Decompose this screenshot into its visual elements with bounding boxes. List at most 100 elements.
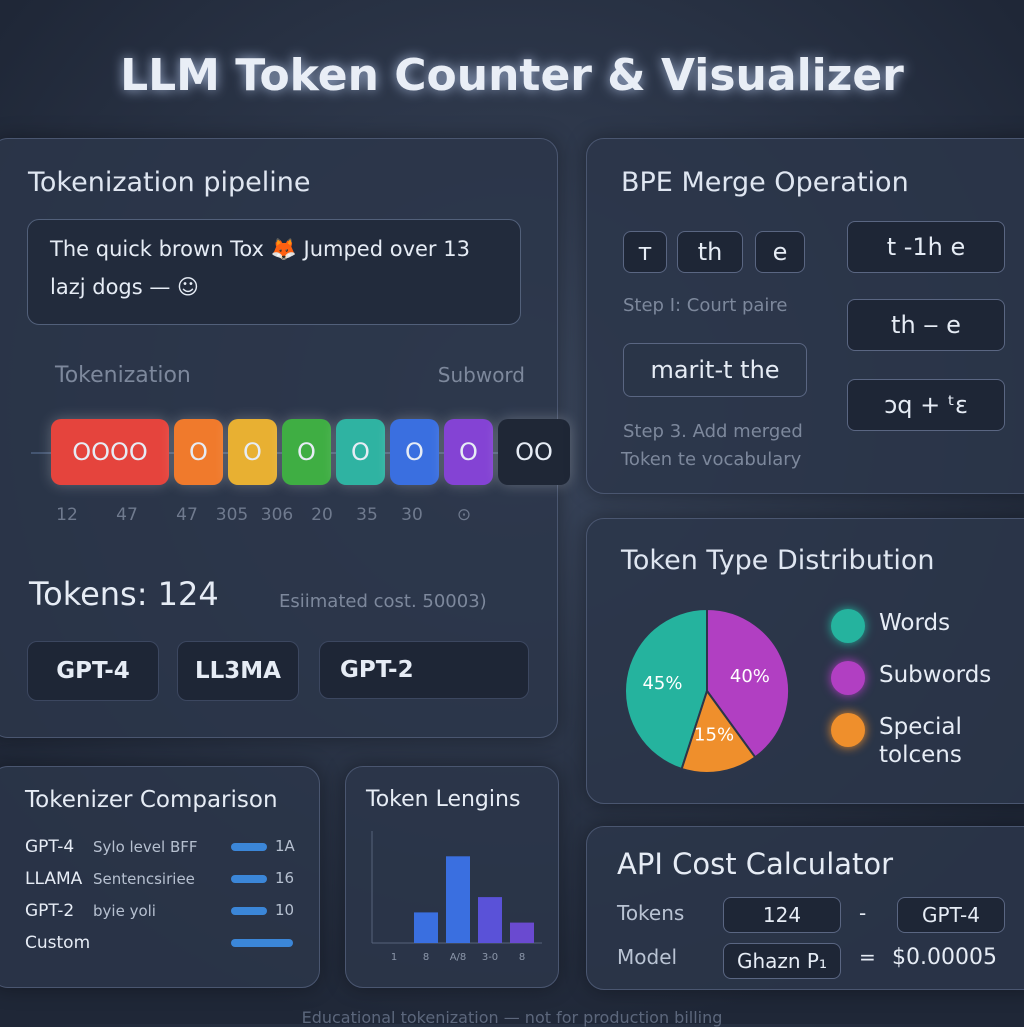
legend-label: Special tolcens — [879, 714, 962, 768]
bar-chart: 1 8 A/8 3-0 8 — [371, 831, 542, 963]
model-button[interactable]: GPT-4 — [27, 641, 159, 701]
token-count: Tokens: 124 — [29, 575, 219, 613]
x-tick-label: 8 — [423, 952, 429, 963]
row-score: 16 — [275, 869, 295, 887]
merge-box: th ‒ e — [847, 299, 1005, 351]
panel-title: BPE Merge Operation — [621, 167, 909, 198]
token-rail — [31, 452, 531, 454]
token-chip: OOOO — [51, 419, 169, 485]
cost-value: 50003) — [422, 591, 487, 612]
row-bar — [231, 939, 293, 947]
field-label: Model — [617, 945, 678, 969]
step-text: Step I: Court paire — [623, 295, 788, 316]
panel-title: Tokenization pipeline — [28, 167, 311, 198]
legend-item: Words — [831, 609, 1024, 643]
token-chip: O — [174, 419, 223, 485]
label: Tokenization — [55, 363, 191, 388]
bar — [414, 912, 438, 943]
api-panel: API Cost Calculator Tokens Model 124 Gha… — [586, 826, 1024, 990]
panel-title: Token Lengins — [366, 787, 521, 812]
footer: Educational tokenization — not for produ… — [301, 1008, 723, 1027]
row-bar — [231, 907, 267, 915]
page-title: LLM Token Counter & Visualizer — [120, 50, 904, 101]
bpe-piece: th — [677, 231, 743, 273]
row-model: GPT-2 — [25, 901, 75, 921]
bpe-piece: т — [623, 231, 667, 273]
row-score: 10 — [275, 901, 295, 919]
tokens-input[interactable]: 124 — [723, 897, 841, 933]
bar — [510, 922, 534, 943]
pie-slice — [624, 607, 708, 771]
token-chip: O — [390, 419, 439, 485]
row-bar — [231, 843, 267, 851]
pie-label: 40% — [730, 666, 770, 687]
row-method: byie yoli — [93, 902, 156, 920]
merge-box: t -1h e — [847, 221, 1005, 273]
merged-token: marit-t the — [623, 343, 807, 397]
field-label: Tokens — [617, 901, 685, 925]
input-text[interactable]: The quick brown Tox 🦊 Jumped over 13 laz… — [27, 219, 521, 325]
legend-label: Words — [879, 610, 951, 636]
distribution-panel: Token Type Distribution 45% 40% 15% Words S… — [586, 518, 1024, 804]
operator: - — [859, 901, 867, 925]
pie-slice — [680, 688, 757, 774]
input-line: lazj dogs — — [50, 275, 171, 299]
legend-swatch — [831, 609, 865, 643]
pipeline-panel: Tokenization pipeline The quick brown To… — [0, 138, 570, 738]
row-model: LLAMA — [25, 869, 83, 889]
model-button[interactable]: GPT-2 — [319, 641, 529, 699]
comparison-panel: Tokenizer Comparison GPT-4 Sylo level BFF… — [0, 766, 320, 988]
model-button[interactable]: LL3MA — [177, 641, 299, 701]
row-score: 1A — [275, 837, 295, 855]
panel-title: API Cost Calculator — [617, 847, 894, 881]
pie-label: 45% — [642, 673, 682, 694]
token-id: 20 — [311, 505, 333, 525]
count-label: Tokens: — [29, 575, 148, 613]
operator: = — [859, 945, 876, 969]
legend-swatch — [831, 713, 865, 747]
token-chip: O — [228, 419, 277, 485]
legend-swatch — [831, 661, 865, 695]
token-chip: O — [336, 419, 385, 485]
token-id: 35 — [356, 505, 378, 525]
cost-estimate: Esiimated cost. 50003) — [279, 591, 487, 612]
token-chip: OO — [498, 419, 570, 485]
legend: Words Subwords Special tolcens — [831, 609, 1024, 787]
bar — [446, 856, 470, 943]
token-id: 12 — [56, 505, 78, 525]
lengths-panel: Token Lengins 1 8 A/8 3-0 8 — [345, 766, 559, 988]
count-value: 124 — [157, 575, 219, 613]
x-tick-label: 8 — [519, 952, 525, 963]
token-chip: O — [282, 419, 331, 485]
panel-title: Tokenizer Comparison — [25, 787, 278, 813]
step-text: Token te vocabulary — [621, 449, 802, 470]
input-line: The quick brown Tox — [50, 237, 264, 261]
token-id: 47 — [116, 505, 138, 525]
legend-label: Subwords — [879, 662, 992, 688]
cost-label: Esiimated cost. — [279, 591, 417, 612]
pie-label: 15% — [694, 725, 734, 746]
row-method: Sentencsiriee — [93, 870, 195, 888]
row-method: Sylo level BFF — [93, 838, 198, 856]
bpe-piece: e — [755, 231, 805, 273]
token-id: 47 — [176, 505, 198, 525]
input-line: Jumped over 13 — [303, 237, 470, 261]
x-tick-label: 3-0 — [482, 952, 498, 963]
row-bar — [231, 875, 267, 883]
bar — [478, 897, 502, 943]
pie-slice — [706, 607, 790, 759]
row-model: Custom — [25, 933, 91, 953]
model-select[interactable]: GPT-4 — [897, 897, 1005, 933]
legend-item: Subwords — [831, 661, 1024, 695]
token-chip: O — [444, 419, 493, 485]
pie-chart: 45% 40% 15% — [624, 607, 790, 774]
x-tick-label: A/8 — [450, 952, 467, 963]
token-id: ⊙ — [456, 505, 472, 525]
bpe-panel: BPE Merge Operation т th e Step I: Court… — [586, 138, 1024, 494]
token-id: 306 — [260, 505, 294, 525]
model-input[interactable]: Ghazn P₁ — [723, 943, 841, 979]
x-tick-label: 1 — [391, 952, 397, 963]
legend-item: Special tolcens — [831, 713, 1024, 769]
panel-title: Token Type Distribution — [621, 545, 935, 576]
merge-box: ɔq + ᵗɛ — [847, 379, 1005, 431]
